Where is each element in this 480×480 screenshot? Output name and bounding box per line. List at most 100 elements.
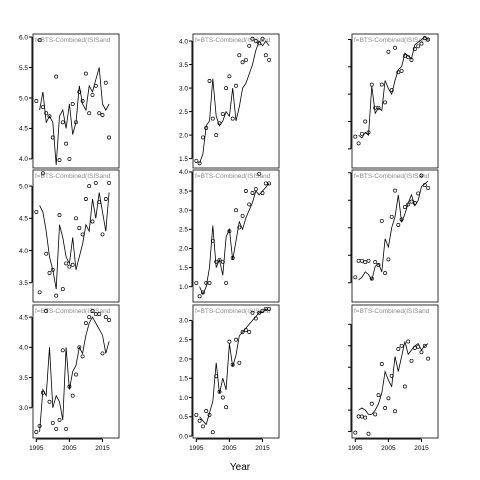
y-tick-label: 3.5 xyxy=(179,188,188,195)
data-point xyxy=(359,131,364,136)
data-point xyxy=(74,372,78,377)
data-point xyxy=(44,309,49,313)
data-point xyxy=(54,426,59,431)
data-point xyxy=(74,216,78,221)
data-point xyxy=(97,312,102,317)
y-tick-label: 4.0 xyxy=(19,345,28,352)
data-point xyxy=(207,280,212,285)
panel-8: f=BTS-Combined(ISISand 0.0 0.5 1.0 1.5 2.0 2.5… xyxy=(179,304,280,452)
y-tick-label: 0.0 xyxy=(179,433,188,440)
panel-strip-label: f=BTS-Combined(ISISand xyxy=(354,308,430,315)
data-point xyxy=(214,133,219,138)
data-point xyxy=(227,229,232,234)
x-tick-label: 2015 xyxy=(414,445,429,452)
y-tick-label: 3.5 xyxy=(19,280,28,287)
data-point xyxy=(363,415,368,420)
y-tick-label: 0.5 xyxy=(179,414,188,421)
data-point xyxy=(386,257,391,262)
data-point xyxy=(210,116,215,121)
y-tick-label: 2.5 xyxy=(179,227,188,234)
data-point xyxy=(234,208,238,213)
data-point xyxy=(416,191,421,196)
data-point xyxy=(34,209,39,214)
panel-strip-label: f=BTS-Combined(ISISand xyxy=(195,308,271,315)
data-point xyxy=(214,259,219,264)
data-point xyxy=(44,111,49,116)
y-tick-label: 4.5 xyxy=(19,314,28,321)
x-tick-label: 1995 xyxy=(189,445,204,452)
data-point xyxy=(80,99,85,103)
data-point xyxy=(383,100,388,105)
data-point xyxy=(44,251,49,256)
data-point xyxy=(204,280,209,285)
data-point xyxy=(240,60,245,65)
data-point xyxy=(237,225,242,230)
data-point xyxy=(194,280,199,285)
data-point xyxy=(409,358,414,363)
data-point xyxy=(383,271,388,276)
data-point xyxy=(107,318,112,323)
data-point xyxy=(412,345,417,350)
data-point xyxy=(64,426,69,431)
data-point xyxy=(393,188,397,193)
data-point xyxy=(253,187,258,192)
data-point xyxy=(386,396,391,401)
panel-frame xyxy=(32,169,120,303)
data-point xyxy=(416,344,421,349)
data-point xyxy=(376,262,381,267)
data-point xyxy=(100,113,105,117)
data-point xyxy=(54,293,59,298)
data-point xyxy=(60,120,65,125)
data-point xyxy=(247,330,252,334)
data-point xyxy=(243,328,248,333)
data-point xyxy=(34,430,39,434)
data-point xyxy=(217,121,222,126)
data-point xyxy=(399,343,404,348)
y-tick-label: 3.5 xyxy=(19,375,28,382)
panel-frame xyxy=(32,304,120,439)
x-tick-label: 2005 xyxy=(381,445,396,452)
fitted-line xyxy=(39,67,110,166)
data-point xyxy=(359,414,364,419)
data-point xyxy=(237,53,242,58)
data-point xyxy=(419,173,424,178)
data-point xyxy=(207,412,212,417)
data-point xyxy=(83,71,88,76)
x-axis-title: Year xyxy=(230,462,251,473)
data-point xyxy=(93,180,98,185)
data-point xyxy=(356,141,361,146)
data-point xyxy=(230,116,235,121)
x-tick-label: 1995 xyxy=(29,445,44,452)
data-point xyxy=(64,141,69,146)
data-point xyxy=(257,41,262,46)
x-tick-label: 2005 xyxy=(222,445,237,452)
data-point xyxy=(396,347,401,351)
data-point xyxy=(250,36,255,41)
data-point xyxy=(77,89,82,94)
data-point xyxy=(240,330,245,334)
data-point xyxy=(50,267,55,272)
data-point xyxy=(57,213,62,218)
data-point xyxy=(366,431,371,436)
data-point xyxy=(406,55,411,60)
data-point xyxy=(267,306,272,311)
data-point xyxy=(234,83,238,88)
fitted-line xyxy=(358,341,429,415)
data-point xyxy=(103,315,108,320)
panel-frame xyxy=(351,169,439,303)
data-point xyxy=(40,390,45,395)
data-point xyxy=(422,343,427,348)
data-point xyxy=(100,232,105,237)
panel-frame xyxy=(192,33,280,169)
data-point xyxy=(230,256,235,260)
data-point xyxy=(406,339,411,344)
data-point xyxy=(247,202,252,207)
x-tick-label: 2015 xyxy=(255,445,270,452)
data-point xyxy=(260,308,265,313)
data-point xyxy=(47,271,52,275)
data-point xyxy=(67,264,72,269)
data-point xyxy=(267,57,272,62)
fitted-line xyxy=(199,308,270,426)
data-point xyxy=(373,412,378,417)
panel-frame xyxy=(192,304,280,439)
